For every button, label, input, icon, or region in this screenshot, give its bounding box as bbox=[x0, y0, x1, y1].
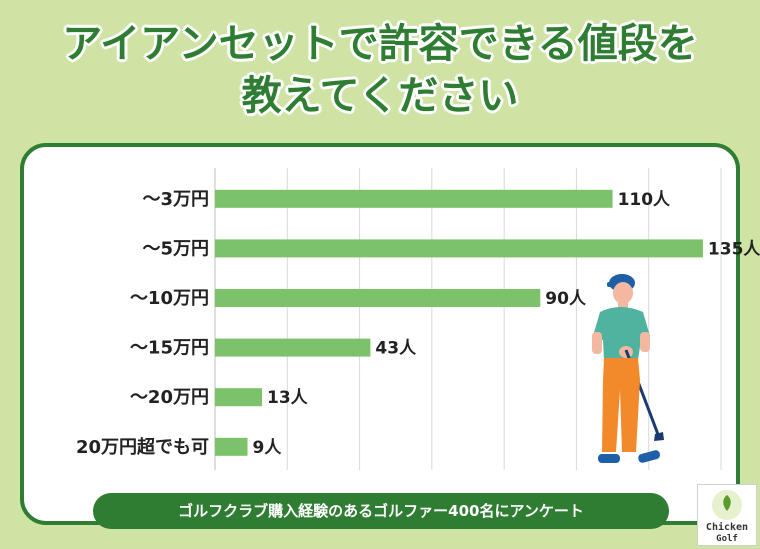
bar-5 bbox=[215, 437, 248, 456]
chart-labels: 〜3万円 110人〜5万円 135人〜10万円 90人〜15万円 43人〜20万円 13人… bbox=[76, 189, 760, 458]
survey-caption: ゴルフクラブ購入経験のあるゴルファー400名にアンケート bbox=[93, 493, 669, 529]
bar-3 bbox=[215, 338, 371, 357]
bar-0 bbox=[215, 189, 613, 208]
page-title-line1: アイアンセットで許容できる値段を bbox=[62, 21, 698, 67]
category-label-5: 20万円超でも可 bbox=[76, 436, 209, 458]
bar-4 bbox=[215, 388, 262, 407]
chicken-golf-logo-icon: Chicken Golf bbox=[706, 490, 748, 544]
category-label-1: 〜5万円 bbox=[142, 238, 209, 259]
golfer-illustration bbox=[592, 274, 664, 463]
category-label-0: 〜3万円 bbox=[142, 189, 209, 210]
logo-text-line1: Chicken bbox=[706, 521, 748, 533]
chart-grid bbox=[214, 168, 722, 470]
bar-2 bbox=[215, 289, 541, 307]
value-label-1: 135人 bbox=[708, 239, 760, 259]
category-label-4: 〜20万円 bbox=[130, 387, 209, 408]
value-label-2: 90人 bbox=[545, 289, 587, 309]
value-label-0: 110人 bbox=[618, 190, 671, 210]
logo-text-line2: Golf bbox=[716, 534, 738, 544]
value-label-3: 43人 bbox=[375, 339, 417, 359]
brand-logo: Chicken Golf bbox=[697, 484, 757, 546]
page-title-line2: 教えてください bbox=[241, 73, 519, 119]
category-label-2: 〜10万円 bbox=[130, 288, 209, 309]
chart-bars bbox=[215, 189, 703, 456]
value-label-4: 13人 bbox=[267, 388, 309, 408]
category-label-3: 〜15万円 bbox=[130, 338, 209, 359]
bar-1 bbox=[215, 239, 703, 258]
value-label-5: 9人 bbox=[253, 438, 283, 458]
